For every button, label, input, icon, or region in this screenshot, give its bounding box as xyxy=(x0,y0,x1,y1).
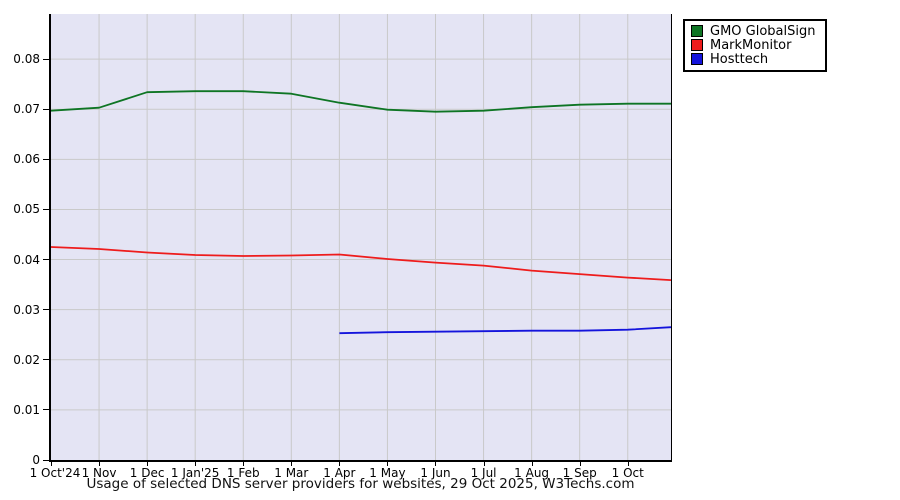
y-tick-mark xyxy=(43,359,49,361)
legend-swatch-gmo-globalsign xyxy=(691,25,703,37)
x-tick-mark xyxy=(51,462,52,466)
y-tick-mark xyxy=(43,459,49,461)
legend-label-markmonitor: MarkMonitor xyxy=(710,37,792,53)
plot-background xyxy=(51,14,671,460)
x-tick-mark xyxy=(531,462,533,466)
x-tick-mark xyxy=(99,462,101,466)
x-tick-mark xyxy=(339,462,341,466)
y-axis-label: 0.03 xyxy=(13,302,40,317)
legend-item-gmo-globalsign: GMO GlobalSign xyxy=(691,23,816,39)
y-tick-mark xyxy=(43,309,49,311)
x-axis-label: 1 Nov xyxy=(81,466,117,480)
y-axis-label: 0.01 xyxy=(13,402,40,417)
x-tick-mark xyxy=(195,462,197,466)
y-axis-label: 0 xyxy=(32,453,40,467)
y-tick-mark xyxy=(43,58,49,60)
plot-area xyxy=(49,14,672,462)
x-tick-mark xyxy=(579,462,581,466)
x-axis-label: 1 Jul xyxy=(470,466,497,480)
y-axis-label: 0.08 xyxy=(13,52,40,67)
legend-item-hosttech: Hosttech xyxy=(691,51,815,67)
x-axis-label: 1 Jun xyxy=(420,466,451,480)
y-tick-mark xyxy=(43,208,49,210)
legend-swatch-markmonitor xyxy=(691,39,703,51)
x-axis-label: 1 May xyxy=(369,466,406,480)
plot-svg xyxy=(51,14,671,460)
y-axis-label: 0.02 xyxy=(13,352,40,367)
y-tick-mark xyxy=(43,108,49,110)
x-axis-label: 1 Oct xyxy=(611,466,644,480)
y-tick-mark xyxy=(43,259,49,261)
legend: GMO GlobalSign MarkMonitor Hosttech xyxy=(683,19,828,72)
legend-swatch-hosttech xyxy=(691,53,703,65)
series-line-hosttech xyxy=(339,326,671,335)
x-axis-label: 1 Feb xyxy=(226,466,260,480)
y-axis-label: 0.04 xyxy=(13,252,40,267)
y-axis-label: 0.06 xyxy=(13,152,40,167)
x-tick-mark xyxy=(627,462,629,466)
x-axis-label: 1 Aug xyxy=(514,466,550,480)
legend-label-hosttech: Hosttech xyxy=(710,51,769,67)
y-axis-label: 0.05 xyxy=(13,202,40,217)
legend-item-markmonitor: MarkMonitor xyxy=(691,37,815,53)
x-tick-mark xyxy=(387,462,389,466)
x-axis-label: 1 Sep xyxy=(562,466,597,480)
x-tick-mark xyxy=(147,462,149,466)
x-tick-mark xyxy=(483,462,485,466)
series-line-gmo-globalsign xyxy=(51,90,671,113)
x-axis-label: 1 Jan'25 xyxy=(170,466,220,480)
x-axis-label: 1 Mar xyxy=(274,466,309,480)
y-tick-mark xyxy=(43,409,49,411)
x-tick-mark xyxy=(243,462,245,466)
y-axis-label: 0.07 xyxy=(13,102,40,117)
x-axis-label: 1 Apr xyxy=(323,466,356,480)
x-axis-label: 1 Oct'24 xyxy=(29,466,81,480)
chart-title: Usage of selected DNS server providers f… xyxy=(86,476,635,492)
series-line-markmonitor xyxy=(51,246,671,281)
y-tick-mark xyxy=(43,158,49,160)
x-axis-label: 1 Dec xyxy=(129,466,165,480)
x-tick-mark xyxy=(291,462,293,466)
legend-label-gmo-globalsign: GMO GlobalSign xyxy=(710,23,816,39)
x-tick-mark xyxy=(435,462,437,466)
